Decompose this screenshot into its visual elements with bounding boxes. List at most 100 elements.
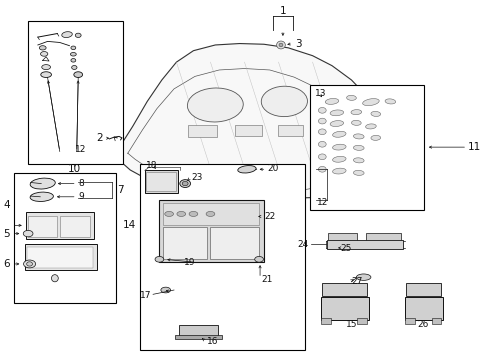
Text: 2: 2 [96, 133, 102, 143]
Bar [322, 283, 366, 296]
Bar [28, 216, 57, 237]
Text: 14: 14 [123, 220, 136, 230]
Ellipse shape [370, 111, 380, 116]
Ellipse shape [41, 72, 51, 77]
Ellipse shape [370, 135, 380, 140]
Text: 21: 21 [261, 275, 272, 284]
Ellipse shape [332, 168, 346, 174]
Ellipse shape [51, 275, 58, 282]
Text: 13: 13 [314, 89, 326, 98]
Bar [404, 297, 442, 320]
Text: 8: 8 [78, 179, 84, 188]
Ellipse shape [353, 170, 364, 175]
Text: 27: 27 [351, 277, 362, 286]
Ellipse shape [177, 211, 185, 216]
Ellipse shape [279, 43, 283, 47]
Ellipse shape [161, 287, 170, 293]
Text: 10: 10 [68, 163, 81, 174]
Ellipse shape [332, 156, 346, 162]
Bar [163, 227, 206, 259]
Bar [179, 325, 217, 337]
Text: 18: 18 [146, 161, 158, 170]
Ellipse shape [155, 256, 163, 262]
Ellipse shape [30, 192, 53, 202]
Bar [309, 85, 424, 210]
Ellipse shape [318, 154, 325, 159]
Ellipse shape [61, 32, 72, 37]
Ellipse shape [351, 120, 361, 125]
Ellipse shape [350, 109, 361, 114]
Ellipse shape [329, 110, 343, 116]
Bar [28, 21, 122, 164]
Ellipse shape [318, 129, 325, 135]
Ellipse shape [71, 46, 76, 50]
Ellipse shape [329, 121, 343, 126]
Bar [357, 318, 366, 324]
Ellipse shape [237, 166, 256, 173]
Text: 4: 4 [3, 200, 10, 210]
Ellipse shape [164, 211, 173, 216]
Text: 3: 3 [295, 39, 302, 49]
Ellipse shape [356, 274, 370, 280]
Ellipse shape [189, 211, 198, 216]
Text: 20: 20 [267, 164, 279, 173]
Bar [404, 318, 414, 324]
Ellipse shape [23, 260, 36, 268]
Ellipse shape [365, 124, 375, 129]
Text: 11: 11 [467, 142, 480, 152]
Ellipse shape [75, 33, 81, 37]
Ellipse shape [205, 211, 214, 216]
Bar [327, 233, 357, 240]
Text: 5: 5 [3, 229, 10, 239]
Ellipse shape [362, 99, 378, 105]
Ellipse shape [39, 46, 46, 50]
Ellipse shape [276, 41, 285, 49]
Bar [26, 212, 94, 239]
Bar [366, 233, 400, 240]
Text: 23: 23 [191, 173, 202, 182]
Text: 15: 15 [345, 320, 357, 329]
Polygon shape [116, 44, 382, 198]
Bar [27, 247, 93, 268]
Ellipse shape [27, 262, 32, 266]
Ellipse shape [187, 88, 243, 122]
Ellipse shape [318, 141, 325, 147]
Ellipse shape [70, 53, 76, 56]
Ellipse shape [71, 59, 76, 62]
Ellipse shape [384, 99, 395, 104]
Text: 12: 12 [74, 145, 86, 154]
Bar [163, 203, 259, 225]
Ellipse shape [30, 178, 55, 189]
Ellipse shape [353, 145, 364, 150]
Ellipse shape [72, 66, 77, 69]
Bar [187, 125, 216, 137]
Ellipse shape [261, 86, 307, 117]
Bar [60, 216, 90, 237]
Ellipse shape [23, 230, 33, 237]
Bar [140, 164, 305, 350]
Ellipse shape [41, 51, 48, 56]
Text: 16: 16 [207, 337, 218, 346]
Ellipse shape [318, 108, 325, 113]
Text: 9: 9 [78, 192, 84, 201]
Bar [321, 318, 330, 324]
Ellipse shape [254, 256, 263, 262]
Bar [210, 227, 259, 259]
Ellipse shape [346, 95, 356, 100]
Bar [25, 244, 97, 270]
Bar [159, 200, 264, 262]
Ellipse shape [325, 99, 338, 104]
Bar [351, 173, 371, 184]
Ellipse shape [353, 134, 364, 139]
Bar [234, 125, 261, 136]
Ellipse shape [332, 131, 346, 137]
Bar [326, 240, 402, 249]
Text: 26: 26 [417, 320, 428, 329]
Bar [431, 318, 441, 324]
Text: 1: 1 [280, 6, 286, 17]
Text: 22: 22 [264, 212, 275, 221]
Ellipse shape [332, 144, 346, 150]
Ellipse shape [74, 72, 82, 77]
Text: 25: 25 [340, 244, 351, 253]
Ellipse shape [41, 64, 50, 69]
